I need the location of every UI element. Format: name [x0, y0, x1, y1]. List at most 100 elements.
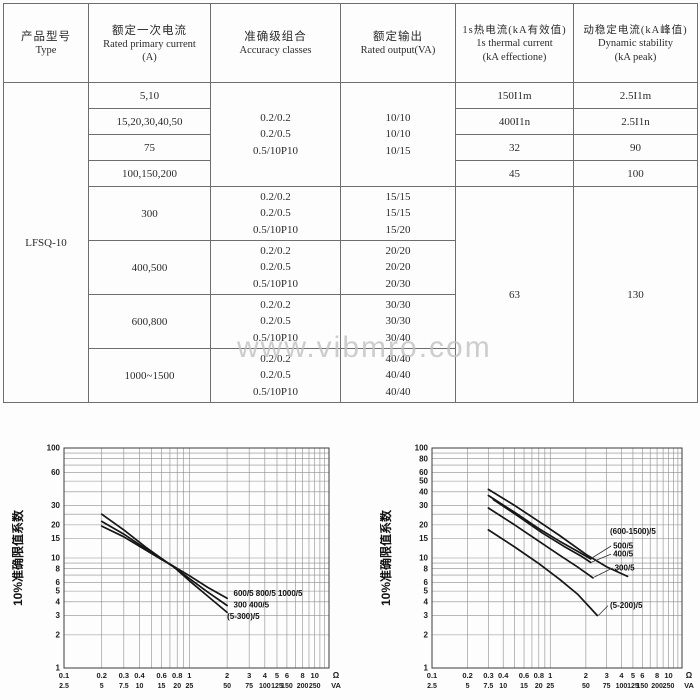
- svg-text:200: 200: [651, 683, 663, 690]
- svg-text:100: 100: [616, 683, 628, 690]
- cell-current: 1000~1500: [88, 348, 211, 403]
- cell-thermal-group2: 63: [455, 186, 574, 403]
- svg-text:4: 4: [56, 597, 61, 606]
- svg-text:(600-1500)/5: (600-1500)/5: [610, 527, 656, 536]
- svg-text:2: 2: [56, 630, 61, 639]
- svg-text:8: 8: [655, 671, 659, 680]
- svg-text:10: 10: [664, 671, 672, 680]
- svg-text:4: 4: [263, 671, 268, 680]
- svg-text:30: 30: [51, 501, 60, 510]
- svg-text:10%准确限值系数: 10%准确限值系数: [12, 509, 25, 606]
- cell-accuracy: 0.2/0.2 0.2/0.5 0.5/10P10: [210, 186, 341, 241]
- svg-text:8: 8: [56, 564, 61, 573]
- table-row: 1000~1500 0.2/0.2 0.2/0.5 0.5/10P10 40/4…: [4, 348, 698, 403]
- svg-text:2: 2: [225, 671, 229, 680]
- svg-text:300/5: 300/5: [615, 563, 636, 572]
- svg-text:6: 6: [285, 671, 289, 680]
- header-accuracy-classes: 准确级组合 Accuracy classes: [210, 3, 341, 83]
- svg-text:8: 8: [424, 564, 429, 573]
- table-row: LFSQ-10 5,10 0.2/0.2 0.2/0.5 0.5/10P10 1…: [3, 82, 698, 403]
- svg-text:50: 50: [223, 683, 231, 690]
- spec-table: 产品型号 Type 额定一次电流 Rated primary current (A) …: [3, 3, 698, 403]
- svg-text:60: 60: [419, 468, 428, 477]
- cell-output-group1: 10/10 10/10 10/15: [340, 82, 456, 187]
- svg-text:7.5: 7.5: [484, 683, 494, 690]
- cell-output: 20/20 20/20 20/30: [340, 240, 456, 295]
- header-rated-primary-current: 额定一次电流 Rated primary current (A): [88, 3, 211, 83]
- cell-current: 400,500: [88, 240, 211, 295]
- svg-text:6: 6: [424, 578, 429, 587]
- svg-text:3: 3: [247, 671, 251, 680]
- svg-text:10: 10: [51, 554, 60, 563]
- svg-text:50: 50: [419, 477, 428, 486]
- svg-text:3: 3: [56, 611, 61, 620]
- svg-text:10: 10: [419, 554, 428, 563]
- svg-text:0.3: 0.3: [483, 671, 493, 680]
- svg-text:3: 3: [605, 671, 609, 680]
- svg-text:100: 100: [47, 444, 61, 453]
- svg-text:0.1: 0.1: [427, 671, 437, 680]
- svg-text:1: 1: [56, 664, 61, 673]
- svg-text:10%准确限值系数: 10%准确限值系数: [380, 509, 393, 606]
- svg-text:15: 15: [520, 683, 528, 690]
- cell-thermal: 45: [455, 160, 574, 187]
- svg-text:VA: VA: [684, 681, 694, 690]
- cell-dynamic: 2.5I1n: [573, 108, 698, 135]
- header-rated-output: 额定输出 Rated output(VA): [340, 3, 456, 83]
- svg-text:100: 100: [259, 683, 271, 690]
- svg-text:3: 3: [424, 611, 429, 620]
- svg-text:150: 150: [281, 683, 293, 690]
- svg-text:25: 25: [185, 683, 193, 690]
- svg-text:VA: VA: [331, 681, 341, 690]
- accuracy-limit-chart-right: 123456810152030405060801000.12.50.250.37…: [380, 444, 695, 690]
- cell-dynamic: 100: [573, 160, 698, 187]
- cell-output: 15/15 15/15 15/20: [340, 186, 456, 241]
- cell-output: 40/40 40/40 40/40: [340, 348, 456, 403]
- svg-text:5: 5: [100, 683, 104, 690]
- svg-text:0.1: 0.1: [59, 671, 69, 680]
- svg-text:0.2: 0.2: [97, 671, 107, 680]
- svg-text:2: 2: [584, 671, 588, 680]
- svg-text:20: 20: [535, 683, 543, 690]
- svg-text:25: 25: [546, 683, 554, 690]
- svg-text:50: 50: [582, 683, 590, 690]
- svg-text:6: 6: [56, 578, 61, 587]
- svg-text:2.5: 2.5: [427, 683, 437, 690]
- svg-text:20: 20: [419, 520, 428, 529]
- svg-text:2: 2: [424, 630, 429, 639]
- svg-text:10: 10: [136, 683, 144, 690]
- svg-text:5: 5: [56, 587, 61, 596]
- svg-text:200: 200: [297, 683, 309, 690]
- svg-text:1: 1: [424, 664, 429, 673]
- cell-output: 30/30 30/30 30/40: [340, 294, 456, 349]
- svg-text:80: 80: [419, 454, 428, 463]
- table-row: 75 32 90: [4, 134, 698, 161]
- header-thermal-current: 1s热电流(kA有效值) 1s thermal current (kA effect…: [455, 3, 574, 83]
- svg-text:250: 250: [309, 683, 321, 690]
- table-header-row: 产品型号 Type 额定一次电流 Rated primary current (A) …: [3, 3, 698, 83]
- svg-text:0.6: 0.6: [156, 671, 166, 680]
- cell-type-value: LFSQ-10: [3, 82, 89, 403]
- cell-current: 15,20,30,40,50: [88, 108, 211, 135]
- svg-text:75: 75: [603, 683, 611, 690]
- cell-accuracy-group1: 0.2/0.2 0.2/0.5 0.5/10P10: [210, 82, 341, 187]
- cell-thermal: 32: [455, 134, 574, 161]
- svg-text:0.6: 0.6: [519, 671, 529, 680]
- cell-dynamic: 90: [573, 134, 698, 161]
- svg-text:15: 15: [158, 683, 166, 690]
- svg-text:125: 125: [271, 683, 283, 690]
- svg-text:0.3: 0.3: [119, 671, 129, 680]
- cell-thermal: 150I1m: [455, 82, 574, 109]
- svg-text:1: 1: [548, 671, 552, 680]
- cell-current: 300: [88, 186, 211, 241]
- svg-text:5: 5: [275, 671, 279, 680]
- cell-dynamic: 2.5I1m: [573, 82, 698, 109]
- svg-text:(5-200)/5: (5-200)/5: [610, 601, 643, 610]
- header-type: 产品型号 Type: [3, 3, 89, 83]
- cell-current: 600,800: [88, 294, 211, 349]
- svg-text:60: 60: [51, 468, 60, 477]
- svg-text:40: 40: [419, 487, 428, 496]
- svg-text:20: 20: [51, 520, 60, 529]
- svg-text:0.8: 0.8: [172, 671, 182, 680]
